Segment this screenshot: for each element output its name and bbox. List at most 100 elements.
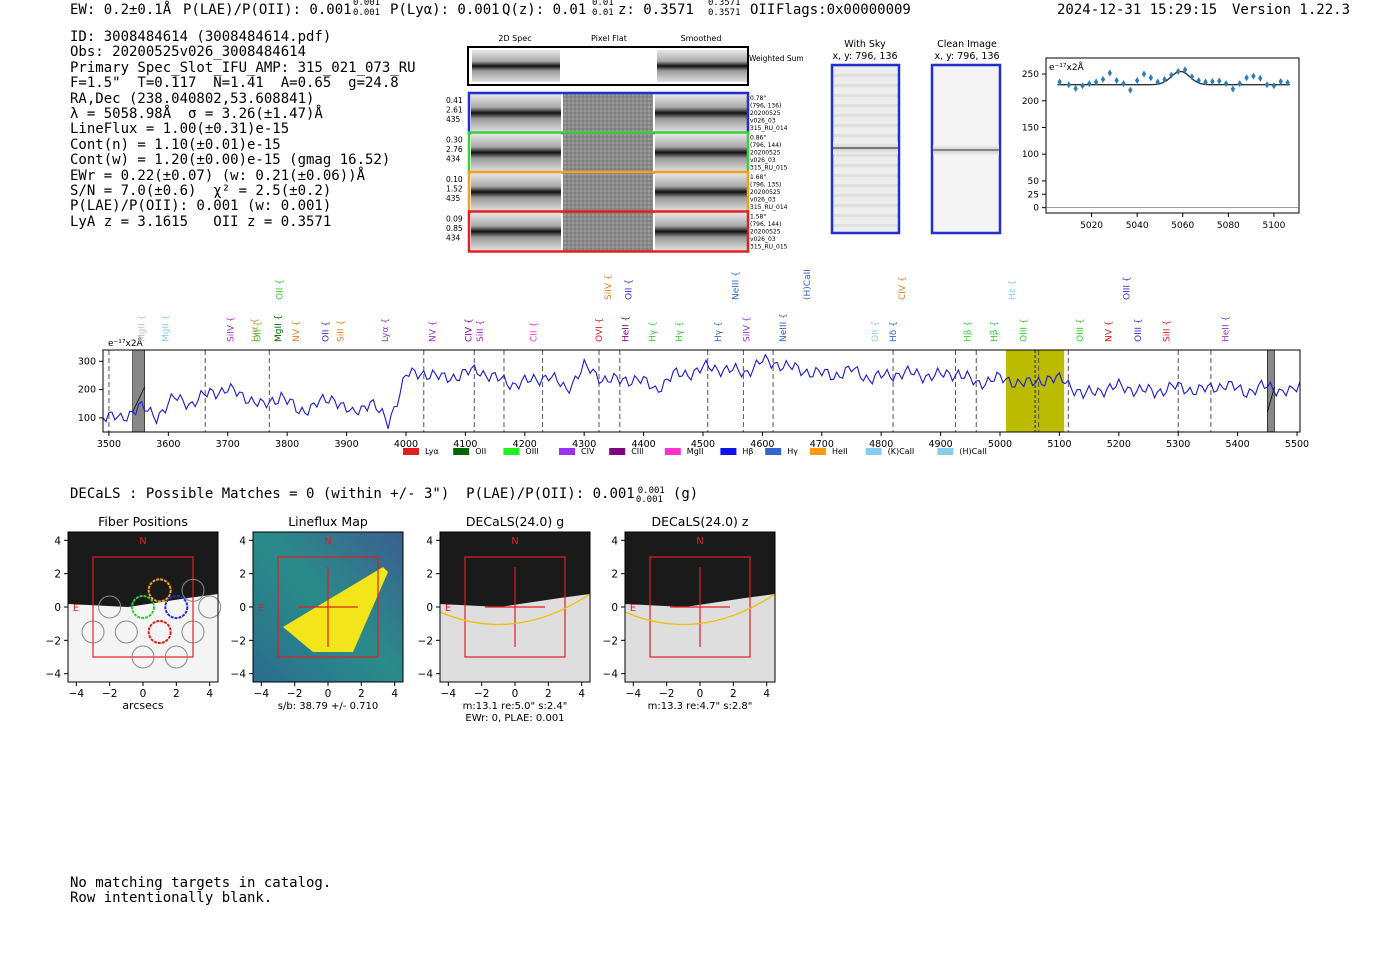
panel-y-tick-label: −4 — [603, 669, 619, 681]
upper-line-label: OIII { — [1123, 276, 1133, 300]
panel-x-tick-label: 4 — [391, 688, 398, 700]
header-bar: EW: 0.2±0.1Å P(LAE)/P(OII): 0.001 0.001 0.… — [70, 0, 1390, 22]
galaxy-ellipse — [439, 593, 591, 626]
panel-xlabel: arcsecs — [122, 699, 164, 712]
footer-line: Row intentionally blank. — [70, 890, 273, 907]
panel-x-tick-label: 4 — [206, 688, 213, 700]
cutout-stat: 2.76 — [446, 145, 463, 154]
zoom-data-point — [1073, 84, 1078, 92]
cutout-meta: v026_03 — [750, 236, 776, 243]
zoom-plot-frame — [1045, 57, 1300, 214]
panel-x-tick-label: −2 — [287, 688, 302, 700]
legend-swatch — [503, 448, 520, 455]
zoom-y-tick-label: 0 — [1033, 204, 1039, 214]
line-label: OII { — [871, 321, 881, 342]
zoom-data-point — [1217, 77, 1222, 85]
east-label: E — [258, 603, 264, 614]
zoom-x-tick-label: 5020 — [1080, 221, 1103, 231]
aperture-box — [277, 556, 379, 658]
cutout-meta: (796, 144) — [750, 221, 781, 228]
line-label: MgII { — [138, 315, 148, 342]
legend-label: (K)CaII — [888, 447, 915, 456]
panel-x-tick-label: 2 — [173, 688, 180, 700]
cutout-frame — [467, 210, 750, 253]
panel-x-tick-label: 0 — [140, 688, 147, 700]
lineflux-blob — [283, 567, 388, 652]
panel-y-tick-label: 0 — [426, 602, 433, 614]
info-line: F=1.5" T=0.117 N=1.41 A=0.65 g=24.8 — [70, 75, 399, 92]
sky-images: With Sky x, y: 796, 136 Clean Image x, y… — [830, 39, 1002, 235]
spectrum-x-tick-label: 5300 — [1166, 439, 1190, 450]
cutout-meta: 20200525 — [750, 229, 781, 236]
zoom-fit-chart: e⁻¹⁷x2Å 5020 5040 5060 5080 5100 0 25 50 100 150 2… — [1022, 57, 1300, 231]
spectrum-x-tick-label: 4200 — [513, 439, 537, 450]
panel-x-tick-label: 4 — [763, 688, 770, 700]
image-panels: Fiber Positions N E −4 4 −2 2 0 0 2 −2 4 −4 arcsecs Li… — [46, 514, 776, 724]
info-line: LyA z = 3.1615 OII z = 0.3571 — [70, 213, 332, 230]
upper-line-label: Hε { — [1008, 280, 1018, 300]
info-line: S/N = 7.0(±0.6) χ² = 2.5(±0.2) — [70, 182, 332, 199]
legend-swatch — [664, 448, 681, 455]
full-spectrum-chart: e⁻¹⁷x2Å 3500 3600 3700 3800 3900 4000 4100 4200 4… — [78, 270, 1309, 456]
spectrum-x-tick-label: 4900 — [929, 439, 953, 450]
spectrum-unit-label: e⁻¹⁷x2Å — [108, 337, 144, 349]
legend-swatch — [720, 448, 737, 455]
line-label: Hδ { — [889, 321, 899, 342]
cutout-smoothed — [655, 212, 747, 251]
panel-x-tick-label: 0 — [697, 688, 704, 700]
cutout-meta: (796, 135) — [750, 182, 781, 189]
zoom-data-point — [1093, 78, 1099, 86]
cutout-stat: 0.30 — [446, 136, 463, 145]
cutout-smoothed — [655, 173, 747, 211]
spectrum-y-tick-label: 300 — [78, 356, 96, 367]
decals-summary: DECaLS : Possible Matches = 0 (within +/… — [70, 486, 699, 505]
spectrum-x-tick-label: 4800 — [869, 439, 893, 450]
line-label: CIV { — [464, 318, 474, 342]
legend-swatch — [403, 448, 419, 455]
upper-line-label: OII { — [275, 279, 285, 300]
spectrum-x-tick-label: 4400 — [631, 439, 655, 450]
zoom-x-tick-label: 5100 — [1262, 221, 1285, 231]
zoom-data-point — [1121, 80, 1126, 88]
cutout-header-pixelflat: Pixel Flat — [591, 34, 627, 43]
panel-caption: EWr: 0, PLAE: 0.001 — [465, 713, 564, 724]
line-label: OII { — [253, 321, 263, 342]
line-label: HeII { — [1222, 316, 1232, 342]
spectrum-y-tick-label: 200 — [78, 385, 96, 396]
east-label: E — [630, 603, 636, 614]
cutout-stat: 434 — [446, 155, 461, 164]
zoom-data-point — [1210, 78, 1215, 86]
fiber-circle — [147, 578, 172, 603]
line-label: OIII { — [1020, 318, 1030, 342]
spectrum-x-tick-label: 5200 — [1107, 439, 1131, 450]
panel-x-tick-label: 0 — [512, 688, 519, 700]
cutout-2dspec — [471, 94, 561, 132]
info-line: Primary Spec_Slot_IFU_AMP: 315_021_073_R… — [70, 59, 416, 76]
cutout-smoothed — [655, 94, 747, 132]
cutout-meta: 0.78" — [750, 95, 766, 102]
spectrum-x-tick-label: 3900 — [334, 439, 358, 450]
fiber-circle — [164, 595, 189, 619]
spectrum-y-tick-label: 100 — [78, 413, 96, 424]
legend-swatch — [765, 448, 782, 455]
cutout-pixelflat — [563, 94, 653, 132]
cutout-pixelflat — [563, 212, 653, 251]
footer-line: No matching targets in catalog. — [70, 875, 332, 891]
line-label: SiII { — [476, 320, 486, 342]
zoom-x-tick-label: 5040 — [1126, 221, 1149, 231]
line-label: Lyα { — [381, 318, 391, 342]
cutout-stat: 0.41 — [446, 96, 463, 105]
fiber-circle — [98, 595, 122, 619]
zoom-x-tick-label: 5060 — [1171, 221, 1194, 231]
zoom-y-tick-label: 100 — [1022, 150, 1039, 160]
legend-label: MgII — [687, 447, 704, 456]
aperture-box — [649, 556, 751, 658]
panel-y-tick-label: −4 — [231, 669, 247, 681]
zoom-data-point — [1107, 69, 1113, 77]
cutout-meta: 315_RU_014 — [750, 204, 788, 211]
panel-y-tick-label: 4 — [239, 535, 246, 547]
cutout-header-smoothed: Smoothed — [681, 34, 722, 43]
